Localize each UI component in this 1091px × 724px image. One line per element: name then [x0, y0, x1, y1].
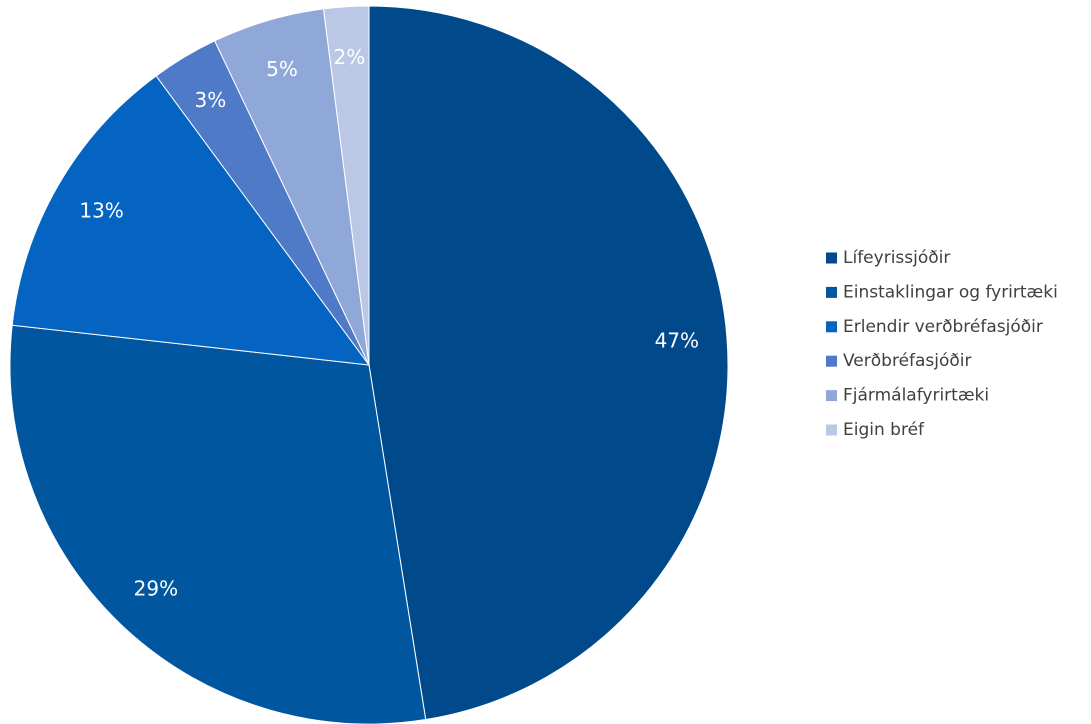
- pie-data-labels: 47% 29% 13% 3% 5% 2%: [79, 45, 699, 601]
- legend-label-erlendir-verdbrefasjodir: Erlendir verðbréfasjóðir: [843, 317, 1043, 337]
- data-label-fjarmalafyrirtaeki: 5%: [266, 57, 298, 81]
- legend-swatch-fjarmalafyrirtaeki: [826, 390, 837, 402]
- legend-label-verdbrefasjodir: Verðbréfasjóðir: [843, 351, 972, 371]
- legend-swatch-eigin-bref: [826, 424, 837, 436]
- pie-slice-eigin-bref: [322, 5, 370, 366]
- legend-swatch-verdbrefasjodir: [826, 355, 837, 367]
- pie-slice-einstaklingar-og-fyrirtaeki: [9, 324, 427, 724]
- legend-swatch-erlendir-verdbrefasjodir: [826, 321, 837, 333]
- data-label-lifeyrissjodir: 47%: [655, 329, 699, 353]
- data-label-eigin-bref: 2%: [334, 45, 366, 69]
- legend-swatch-lifeyrissjodir: [826, 252, 837, 264]
- legend-label-lifeyrissjodir: Lífeyrissjóðir: [843, 248, 950, 268]
- legend-label-eigin-bref: Eigin bréf: [843, 420, 925, 440]
- pie-slices: [9, 5, 729, 724]
- pie-slice-erlendir-verdbrefasjodir: [11, 75, 371, 366]
- data-label-verdbrefasjodir: 3%: [195, 88, 227, 112]
- data-label-erlendir-verdbrefasjodir: 13%: [79, 199, 123, 223]
- legend-swatch-einstaklingar-og-fyrirtaeki: [826, 286, 837, 298]
- data-label-einstaklingar-og-fyrirtaeki: 29%: [134, 576, 178, 600]
- pie-slice-lifeyrissjodir: [368, 5, 729, 721]
- legend-label-fjarmalafyrirtaeki: Fjármálafyrirtæki: [843, 386, 989, 406]
- legend: Lífeyrissjóðir Einstaklingar og fyrirtæki…: [826, 248, 1058, 440]
- legend-label-einstaklingar-og-fyrirtaeki: Einstaklingar og fyrirtæki: [843, 282, 1058, 302]
